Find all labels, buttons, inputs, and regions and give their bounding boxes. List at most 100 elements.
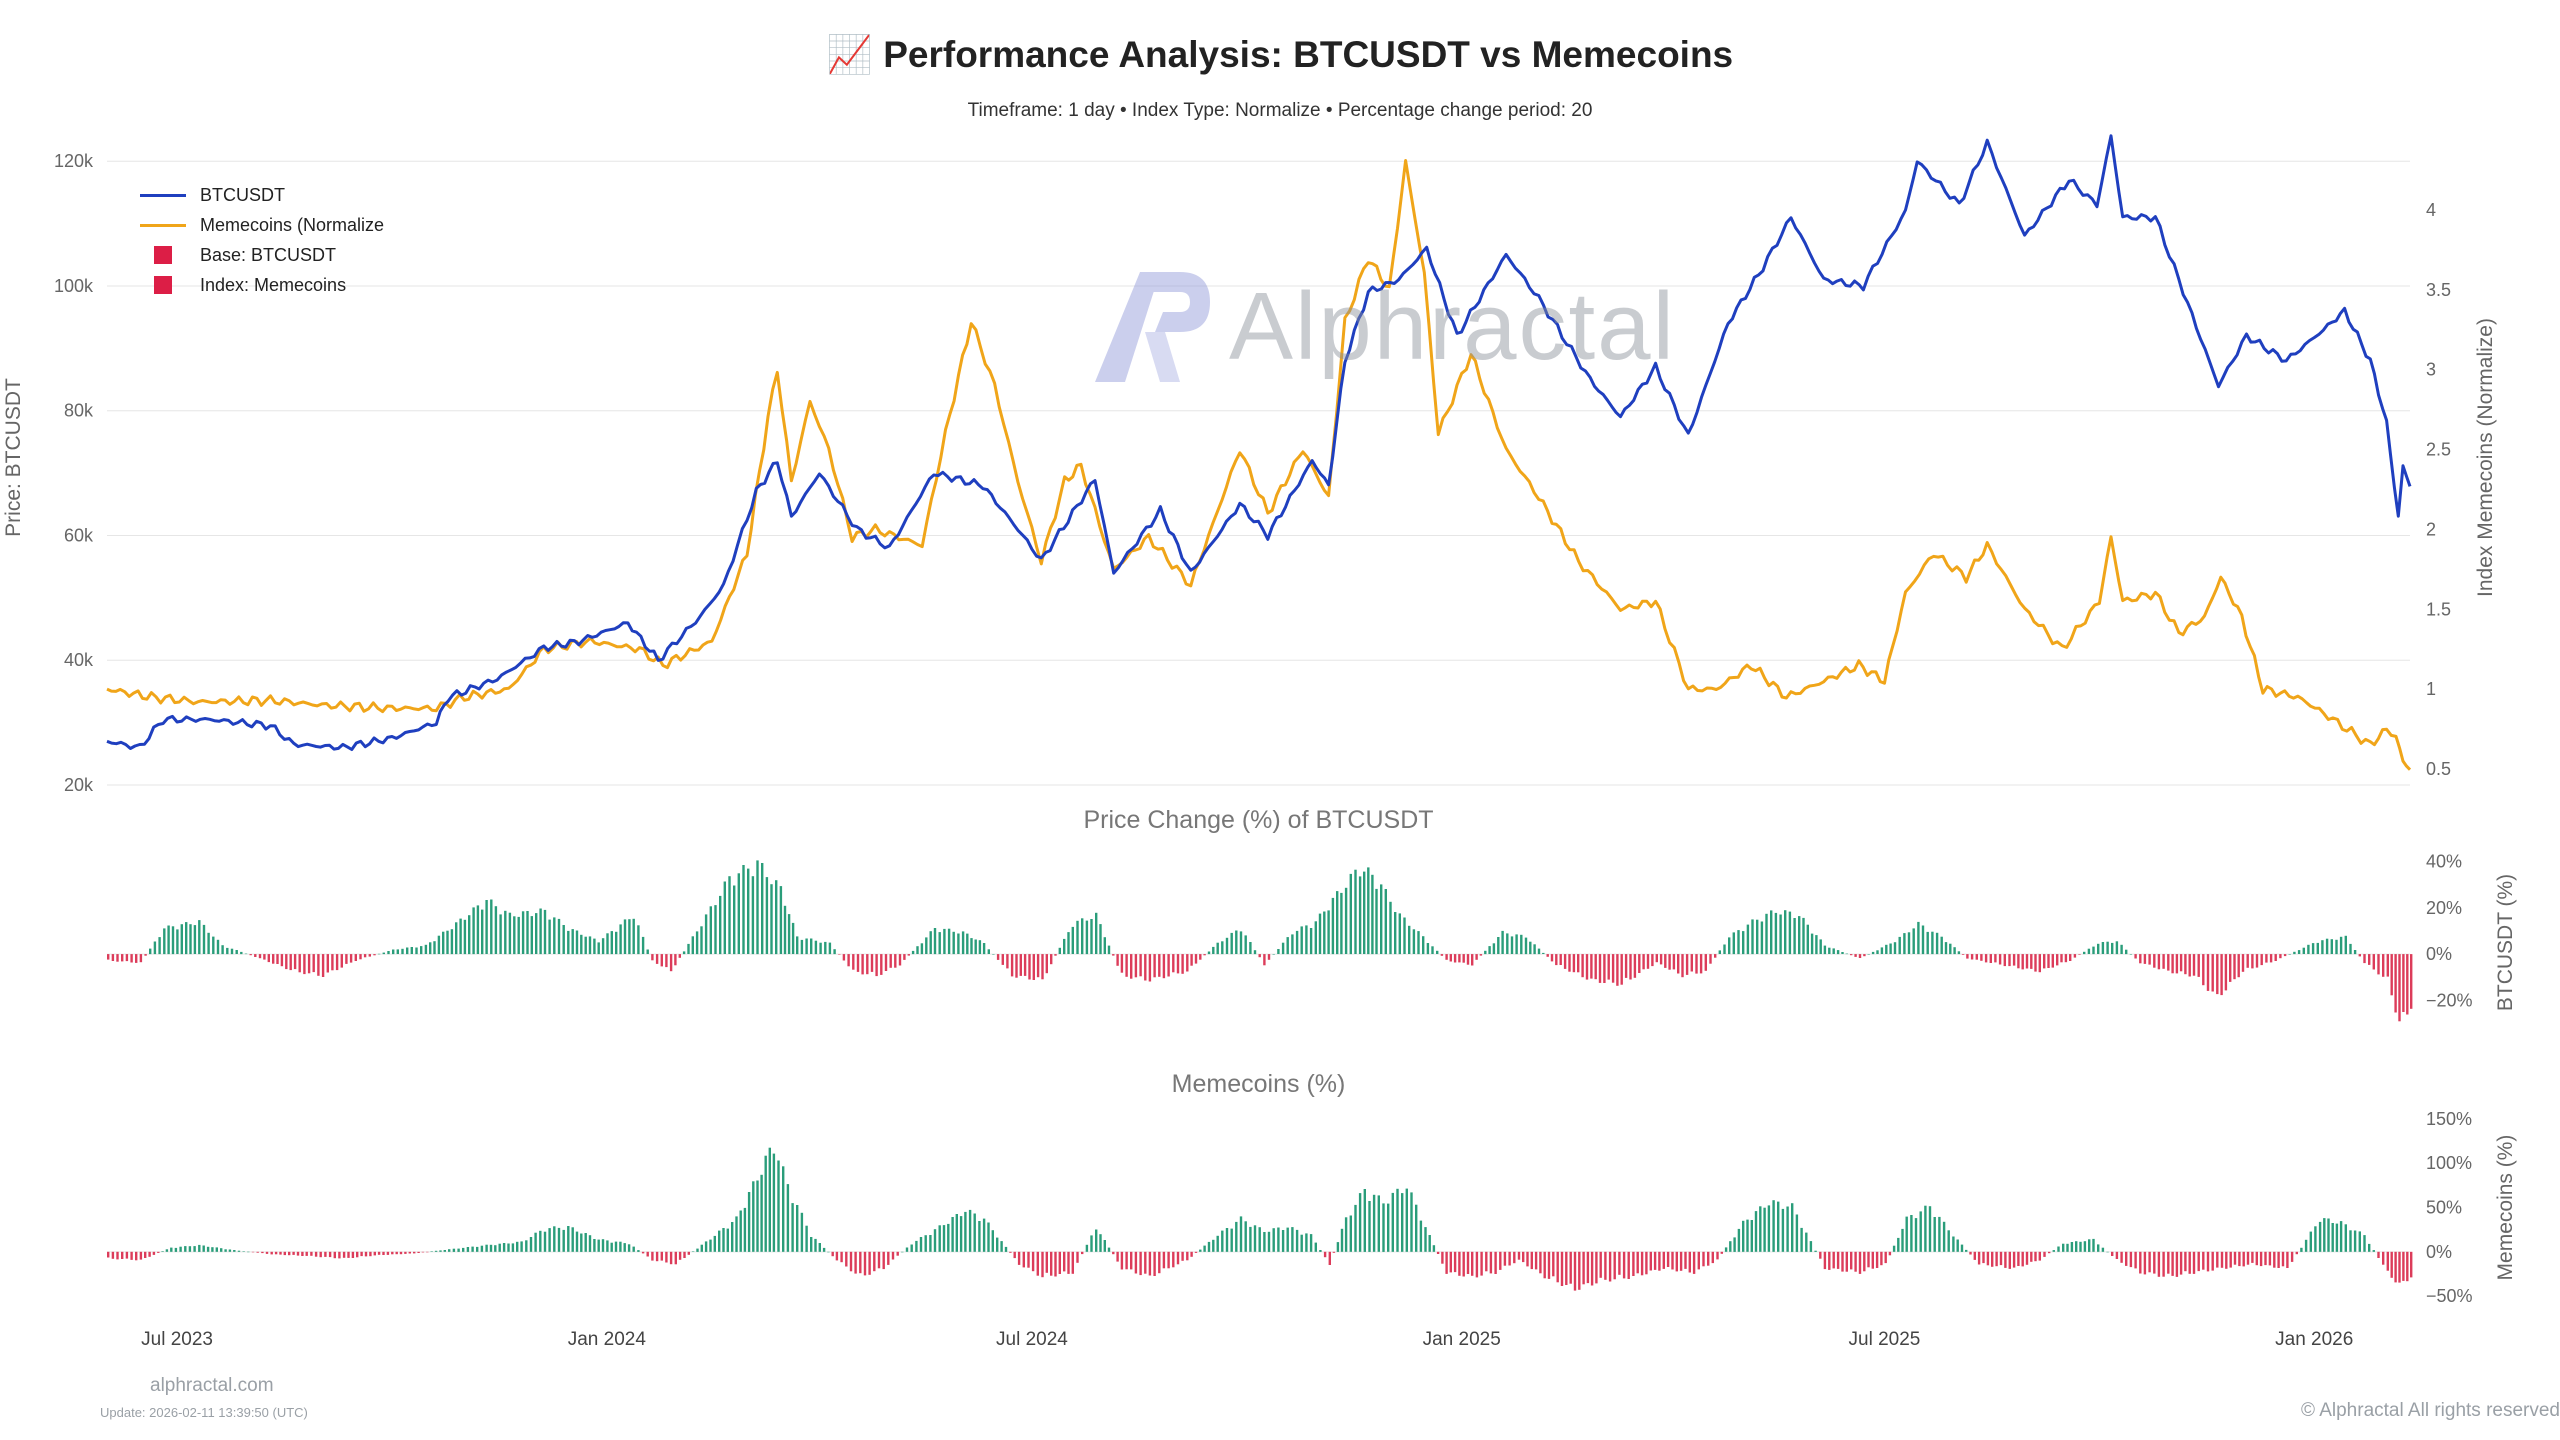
btc-change-bar: [303, 954, 306, 975]
legend-item-index[interactable]: Index: Memecoins: [140, 270, 384, 300]
memecoins-change-bar: [1702, 1251, 1705, 1267]
btc-change-bar: [1258, 954, 1261, 958]
memecoins-change-bar: [439, 1250, 442, 1252]
memecoins-change-bar: [968, 1209, 972, 1252]
memecoins-change-bar: [148, 1251, 151, 1257]
btc-change-bar: [1926, 931, 1929, 955]
btc-change-bar: [1624, 954, 1628, 978]
memecoins-change-bar: [557, 1227, 561, 1252]
legend-item-base[interactable]: Base: BTCUSDT: [140, 240, 384, 270]
memecoins-change-bar: [443, 1250, 446, 1252]
btc-change-bar: [189, 924, 192, 955]
btc-change-bar: [2047, 954, 2050, 968]
btc-change-bar: [800, 939, 804, 955]
btc-change-bar: [2297, 950, 2301, 954]
memecoins-change-bar: [480, 1245, 484, 1252]
memecoins-change-bar: [1586, 1251, 1590, 1284]
memecoins-change-bar: [1050, 1251, 1053, 1276]
main-panel: 20k 40k 60k 80k 100k 120k 0.5 1 1.5 2 2.5 3 3.5 4 Pric…: [2, 134, 2497, 795]
memecoins-change-bar: [2129, 1251, 2133, 1268]
btc-change-bar: [2167, 954, 2170, 971]
memecoins-change-bar: [466, 1247, 470, 1252]
btc-change-bar: [1426, 943, 1430, 955]
memecoins-change-bar: [1569, 1251, 1572, 1284]
memecoins-change-bar: [623, 1243, 626, 1252]
btc-change-bar: [996, 954, 1000, 960]
legend-item-btc[interactable]: BTCUSDT: [140, 180, 384, 210]
btc-change-bar: [548, 919, 551, 954]
memecoins-change-bar: [1754, 1211, 1758, 1252]
btc-change-bar: [2220, 954, 2223, 996]
legend: BTCUSDT Memecoins (Normalize Base: BTCUS…: [140, 180, 384, 300]
memecoins-change-bar: [991, 1230, 994, 1252]
btc-change-bar: [619, 924, 622, 955]
btc-change-bar: [943, 928, 946, 954]
memecoins-change-bar: [1841, 1251, 1844, 1272]
memecoins-change-bar: [1956, 1239, 1959, 1252]
memecoins-change-bar: [955, 1214, 958, 1252]
memecoins-change-bar: [2079, 1241, 2082, 1252]
btc-change-bar: [1440, 954, 1444, 956]
btc-change-bar: [1802, 917, 1805, 955]
memecoins-change-bar: [772, 1153, 776, 1252]
btc-change-bar: [1998, 954, 2002, 965]
memecoins-change-bar: [891, 1251, 895, 1260]
btc-change-bar: [1832, 948, 1835, 954]
memecoins-change-bar: [314, 1251, 318, 1257]
btc-change-bar: [1970, 954, 1974, 960]
btc-change-bar: [1445, 954, 1448, 960]
memecoins-change-bar: [139, 1251, 143, 1260]
btc-change-bar: [2073, 954, 2077, 958]
memecoins-change-bar: [1116, 1251, 1119, 1262]
memecoins-change-bar: [1340, 1228, 1344, 1252]
btc-change-bar: [1984, 954, 1988, 963]
memecoins-change-bar: [426, 1251, 429, 1253]
btc-change-bar: [1384, 889, 1387, 955]
btc-change-bar: [791, 922, 795, 954]
btc-change-bar: [952, 931, 955, 955]
memecoins-change-bar: [1526, 1251, 1529, 1267]
btc-change-bar: [1449, 954, 1452, 962]
btc-change-bar: [1876, 950, 1879, 954]
btc-change-bar: [1239, 931, 1243, 955]
memecoins-change-bar: [377, 1251, 381, 1255]
btc-change-bar: [2134, 954, 2137, 959]
memecoins-change-bar: [165, 1249, 169, 1252]
memecoins-change-bar: [835, 1251, 839, 1261]
btc-line: [106, 134, 2412, 751]
memecoins-change-bar: [735, 1216, 738, 1252]
memecoins-change-bar: [827, 1251, 830, 1253]
memecoins-change-bar: [516, 1241, 519, 1252]
memecoins-change-bar: [152, 1251, 156, 1255]
btc-change-bar: [925, 937, 928, 954]
btc-change-bar: [331, 954, 334, 971]
btc-change-bar: [317, 954, 320, 976]
memecoins-change-bar: [520, 1241, 523, 1252]
memecoins-change-bar: [161, 1251, 164, 1252]
btc-change-bar: [2060, 954, 2063, 963]
btc-change-bar: [235, 950, 238, 954]
memecoins-change-bar: [107, 1251, 110, 1258]
legend-item-memecoins[interactable]: Memecoins (Normalize: [140, 210, 384, 240]
memecoins-change-bar: [632, 1246, 635, 1252]
memecoins-change-bar: [511, 1243, 515, 1252]
btc-change-bar: [2162, 954, 2165, 969]
btc-change-bar: [957, 933, 960, 954]
memecoins-change-bar: [1914, 1218, 1918, 1252]
btc-change-bar: [2030, 954, 2033, 969]
btc-change-bar: [779, 886, 783, 954]
btc-change-bar: [2382, 954, 2385, 977]
memecoins-change-bar: [683, 1251, 686, 1258]
btc-change-bar: [1041, 954, 1044, 980]
memecoins-change-bar: [507, 1243, 510, 1252]
memecoins-change-bar: [1415, 1204, 1418, 1252]
btc-change-bar: [424, 944, 428, 954]
memecoins-change-bar: [1750, 1220, 1753, 1252]
footer-site[interactable]: alphractal.com: [150, 1375, 274, 1396]
btc-change-bar: [1989, 954, 1992, 963]
y-tick-label: 60k: [64, 525, 94, 545]
memecoins-change-bar: [1013, 1251, 1016, 1259]
memecoins-change-bar: [2097, 1244, 2100, 1252]
memecoins-change-bar: [296, 1251, 300, 1256]
memecoins-change-bar: [1305, 1233, 1308, 1252]
